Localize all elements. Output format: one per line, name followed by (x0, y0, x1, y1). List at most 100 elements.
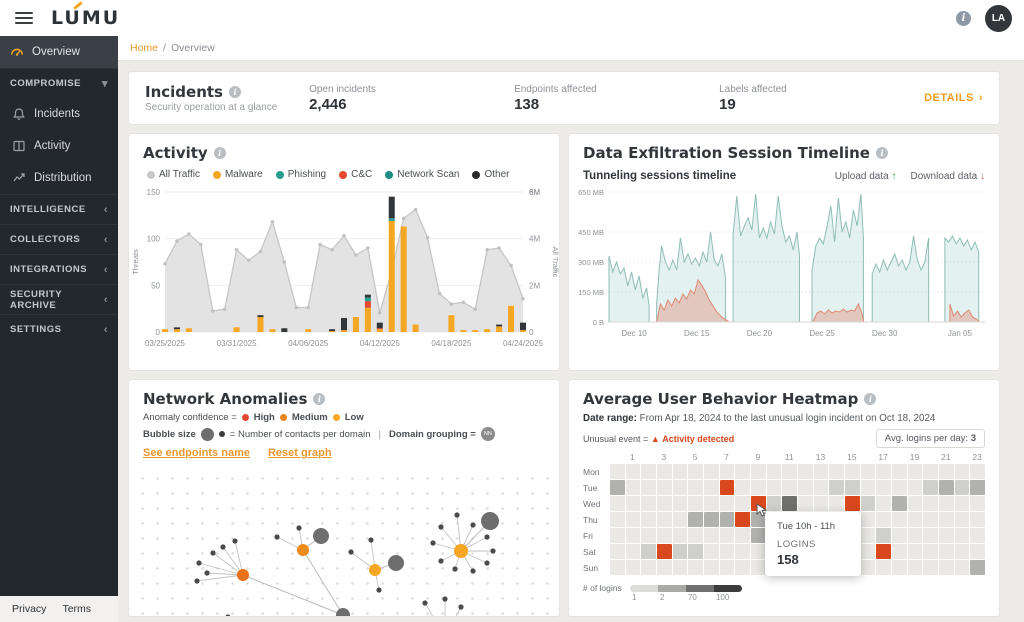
heatmap-cell[interactable] (719, 544, 735, 559)
activity-bar-malware[interactable] (412, 324, 419, 332)
heatmap-cell[interactable] (892, 480, 907, 495)
heatmap-cell[interactable] (704, 464, 719, 479)
heatmap-cell[interactable] (610, 544, 625, 559)
heatmap-cell[interactable] (954, 512, 970, 527)
graph-leaf-node[interactable] (490, 548, 496, 554)
heatmap-cell[interactable] (860, 528, 876, 543)
privacy-link[interactable]: Privacy (12, 603, 47, 615)
heatmap-cell[interactable] (704, 544, 719, 559)
breadcrumb-home-link[interactable]: Home (130, 42, 159, 54)
heatmap-cell[interactable] (766, 480, 782, 495)
heatmap-cell[interactable] (610, 512, 625, 527)
heatmap-cell[interactable] (782, 496, 797, 511)
heatmap-cell[interactable] (813, 496, 829, 511)
graph-leaf-node[interactable] (484, 560, 490, 566)
activity-bar-malware[interactable] (257, 317, 264, 332)
heatmap-cell[interactable] (782, 480, 797, 495)
activity-bar-malware[interactable] (162, 329, 168, 332)
upload-data-toggle[interactable]: Upload data ↑ (834, 170, 897, 182)
activity-bar-other[interactable] (364, 294, 371, 298)
info-icon[interactable]: i (956, 10, 971, 26)
heatmap-cell[interactable] (641, 512, 656, 527)
heatmap-cell[interactable] (845, 464, 860, 479)
graph-leaf-node[interactable] (210, 550, 216, 556)
activity-bar-malware[interactable] (400, 226, 407, 332)
graph-leaf-node[interactable] (225, 614, 231, 617)
sidebar-item-incidents[interactable]: Incidents (0, 98, 118, 130)
heatmap-cell[interactable] (641, 560, 656, 575)
heatmap-cell[interactable] (970, 560, 985, 575)
heatmap-cell[interactable] (719, 496, 735, 511)
legend-item[interactable]: Network Scan (385, 169, 459, 180)
terms-link[interactable]: Terms (62, 603, 92, 615)
heatmap-cell[interactable] (907, 480, 923, 495)
graph-leaf-node[interactable] (442, 596, 448, 602)
heatmap-cell[interactable] (939, 480, 954, 495)
heatmap-cell[interactable] (672, 464, 688, 479)
heatmap-cell[interactable] (860, 480, 876, 495)
heatmap-cell[interactable] (719, 464, 735, 479)
heatmap-cell[interactable] (610, 496, 625, 511)
heatmap-cell[interactable] (813, 464, 829, 479)
graph-leaf-node[interactable] (194, 578, 200, 584)
activity-bar-other[interactable] (376, 322, 383, 329)
graph-hub-hub-a[interactable] (297, 544, 309, 556)
legend-item[interactable]: Phishing (275, 169, 326, 180)
heatmap-cell[interactable] (625, 496, 641, 511)
heatmap-cell[interactable] (625, 544, 641, 559)
heatmap-cell[interactable] (907, 560, 923, 575)
legend-item[interactable]: Other (472, 169, 509, 180)
graph-domain-node[interactable] (481, 512, 499, 530)
heatmap-cell[interactable] (954, 464, 970, 479)
activity-bar-cc[interactable] (364, 301, 371, 308)
activity-bar-malware[interactable] (484, 329, 491, 332)
heatmap-cell[interactable] (939, 464, 954, 479)
heatmap-cell[interactable] (672, 496, 688, 511)
heatmap-cell[interactable] (704, 512, 719, 527)
avatar[interactable]: LA (985, 4, 1012, 32)
graph-leaf-node[interactable] (204, 570, 210, 576)
activity-bar-malware[interactable] (305, 329, 312, 332)
heatmap-cell[interactable] (970, 496, 985, 511)
heatmap-cell[interactable] (829, 464, 844, 479)
heatmap-cell[interactable] (735, 496, 750, 511)
heatmap-cell[interactable] (751, 560, 766, 575)
heatmap-cell[interactable] (625, 512, 641, 527)
sidebar-item-distribution[interactable]: Distribution (0, 162, 118, 194)
graph-leaf-node[interactable] (348, 549, 354, 555)
heatmap-cell[interactable] (641, 528, 656, 543)
heatmap-cell[interactable] (688, 464, 703, 479)
graph-leaf-node[interactable] (454, 512, 460, 518)
heatmap-cell[interactable] (641, 544, 656, 559)
heatmap-cell[interactable] (860, 512, 876, 527)
activity-bar-malware[interactable] (329, 331, 336, 332)
activity-bar-malware[interactable] (233, 327, 240, 332)
heatmap-cell[interactable] (719, 560, 735, 575)
heatmap-cell[interactable] (719, 512, 735, 527)
heatmap-cell[interactable] (657, 464, 672, 479)
graph-hub-center[interactable] (336, 608, 350, 617)
network-graph[interactable] (129, 505, 559, 617)
activity-bar-phishing[interactable] (364, 297, 371, 302)
activity-bar-other[interactable] (281, 328, 288, 332)
activity-bar-other[interactable] (496, 324, 503, 327)
heatmap-cell[interactable] (907, 544, 923, 559)
graph-domain-node[interactable] (388, 555, 404, 571)
info-icon[interactable]: i (864, 393, 877, 405)
info-icon[interactable]: i (313, 393, 326, 405)
activity-bar-malware[interactable] (388, 220, 395, 332)
heatmap-cell[interactable] (798, 464, 813, 479)
heatmap-cell[interactable] (657, 496, 672, 511)
heatmap-cell[interactable] (892, 496, 907, 511)
graph-hub-hub-c[interactable] (369, 564, 381, 576)
heatmap-cell[interactable] (641, 496, 656, 511)
heatmap-cell[interactable] (892, 464, 907, 479)
heatmap-cell[interactable] (610, 528, 625, 543)
heatmap-cell[interactable] (970, 544, 985, 559)
heatmap-cell[interactable] (954, 528, 970, 543)
activity-bar-cc[interactable] (376, 328, 383, 330)
download-data-toggle[interactable]: Download data ↓ (910, 170, 986, 182)
activity-bar-malware[interactable] (508, 305, 515, 332)
graph-leaf-node[interactable] (470, 522, 476, 528)
heatmap-cell[interactable] (688, 544, 703, 559)
